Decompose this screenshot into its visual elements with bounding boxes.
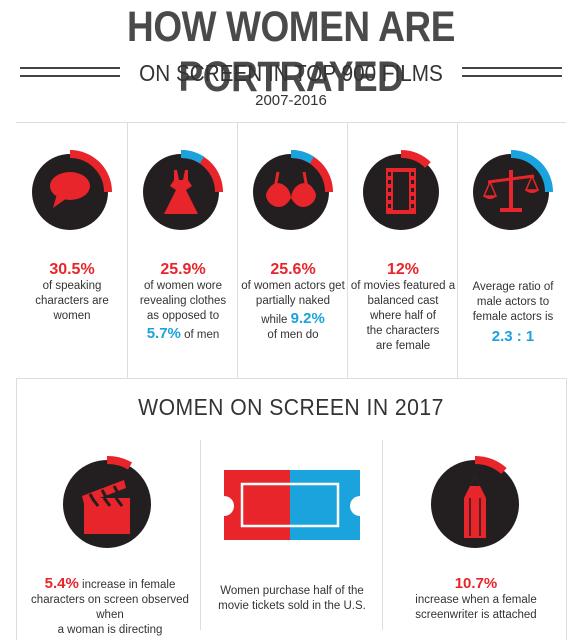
stat-value: 5.4% [44, 575, 79, 592]
year-range: 2007-2016 [255, 92, 327, 109]
page-title: HOW WOMEN ARE PORTRAYED [127, 3, 455, 101]
ratio-value: 2.3 : 1 [491, 328, 535, 345]
stat-value: 10.7% [454, 575, 498, 592]
divider [20, 75, 120, 77]
screenwriter-stat: 10.7% increase when a female screenwrite… [415, 575, 537, 621]
subtitle-row: ON SCREEN IN TOP 900 FILMS [0, 58, 582, 88]
divider [462, 75, 562, 77]
stat-value: 25.6% [270, 261, 316, 278]
divider [16, 378, 566, 379]
stat-speaking: 30.5% of speaking characters are women [17, 126, 127, 376]
divider [20, 67, 120, 69]
divider [127, 122, 128, 378]
stat-partially-naked: 25.6% of women actors get partially nake… [238, 126, 348, 376]
section-title: WOMEN ON SCREEN IN 2017 [138, 394, 444, 420]
divider [566, 378, 567, 640]
clapperboard-icon [63, 456, 151, 548]
pencil-icon [431, 456, 519, 548]
stat-balanced-cast: 12% of movies featured a balanced cast w… [348, 126, 458, 376]
stat-text: 30.5% of speaking characters are women [19, 262, 125, 324]
stat-extra-value: 5.7% [146, 325, 181, 342]
stat-value: 30.5% [49, 261, 95, 278]
ticket-stat: Women purchase half of the movie tickets… [218, 585, 366, 612]
divider [347, 122, 348, 378]
stat-text: 25.9% of women wore revealing clothes as… [130, 262, 236, 343]
stat-extra-value: 9.2% [290, 310, 325, 327]
stat-value: 25.9% [160, 261, 206, 278]
directing-stat: 5.4% increase in female characters on sc… [31, 575, 189, 636]
divider [457, 122, 458, 378]
stat-text: 12% of movies featured a balanced cast w… [350, 261, 456, 353]
stat-revealing-clothes: 25.9% of women wore revealing clothes as… [128, 126, 238, 376]
ticket-icon [224, 470, 360, 540]
stat-value: 12% [386, 261, 420, 278]
film-strip-icon [363, 149, 439, 230]
stat-actor-ratio: Average ratio of male actors to female a… [458, 126, 568, 376]
stat-text: 25.6% of women actors get partially nake… [241, 261, 345, 342]
stat-text: Average ratio of male actors to female a… [460, 280, 566, 344]
page-subtitle: ON SCREEN IN TOP 900 FILMS [139, 60, 443, 86]
divider [237, 122, 238, 378]
divider [16, 122, 566, 123]
divider [200, 440, 201, 630]
divider [462, 67, 562, 69]
scale-icon [473, 150, 553, 230]
bra-icon [253, 150, 333, 230]
divider [16, 378, 17, 640]
divider [382, 440, 383, 630]
dress-icon [143, 150, 223, 230]
speech-bubble-icon [32, 150, 112, 230]
